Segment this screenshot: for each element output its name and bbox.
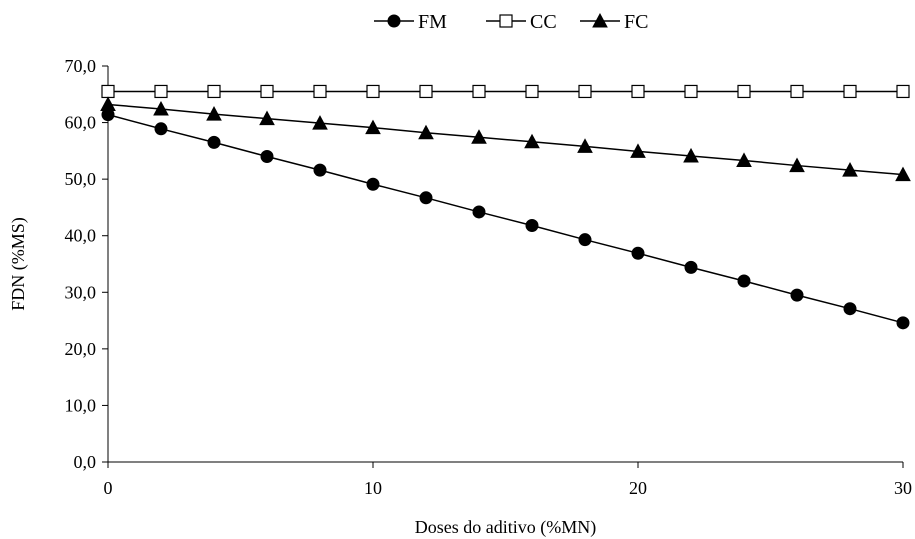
data-point-fc bbox=[100, 96, 116, 111]
data-point-fm bbox=[578, 233, 592, 247]
legend-item-cc: CC bbox=[486, 11, 557, 33]
data-point-fc bbox=[259, 110, 275, 126]
x-tick-label: 0 bbox=[104, 478, 113, 498]
y-tick-label: 40,0 bbox=[65, 226, 97, 246]
data-point-fc bbox=[736, 152, 752, 167]
data-point-cc bbox=[419, 84, 433, 99]
x-ticks: 0 10 20 30 bbox=[104, 462, 912, 498]
data-point-fc bbox=[683, 147, 699, 163]
y-tick-label: 20,0 bbox=[65, 339, 97, 359]
data-point-cc bbox=[578, 84, 592, 99]
x-tick-label: 30 bbox=[894, 478, 912, 498]
data-point-cc bbox=[631, 84, 645, 99]
legend-marker-fc bbox=[592, 12, 608, 28]
data-point-fm bbox=[154, 122, 168, 136]
data-point-cc bbox=[525, 84, 539, 99]
y-tick-label: 60,0 bbox=[65, 113, 97, 133]
data-point-fm bbox=[631, 246, 645, 260]
series-layer bbox=[100, 84, 911, 330]
data-point-fm bbox=[207, 135, 221, 149]
data-point-fm bbox=[472, 205, 486, 219]
data-point-fm bbox=[684, 260, 698, 274]
x-tick-label: 10 bbox=[364, 478, 382, 498]
data-point-fc bbox=[842, 162, 858, 177]
data-point-cc bbox=[472, 84, 486, 99]
data-point-cc bbox=[896, 84, 910, 99]
y-tick-label: 10,0 bbox=[65, 395, 97, 415]
y-tick-label: 0,0 bbox=[74, 452, 97, 472]
legend-item-fm: FM bbox=[374, 11, 447, 33]
data-point-fc bbox=[577, 138, 593, 153]
data-point-cc bbox=[737, 84, 751, 99]
legend-marker-fm bbox=[387, 14, 401, 28]
data-point-cc bbox=[207, 84, 221, 99]
legend-marker-cc bbox=[499, 14, 513, 28]
data-point-cc bbox=[366, 84, 380, 99]
legend-label-fm: FM bbox=[418, 11, 447, 33]
series-line-fm bbox=[107, 113, 904, 324]
data-point-fc bbox=[524, 133, 540, 149]
data-point-fm bbox=[790, 288, 804, 302]
legend-label-cc: CC bbox=[530, 11, 557, 33]
y-tick-label: 50,0 bbox=[65, 169, 97, 189]
y-axis-label: FDN (%MS) bbox=[8, 217, 29, 311]
legend: FM CC FC bbox=[374, 11, 648, 33]
data-point-fc bbox=[418, 124, 434, 140]
data-point-fm bbox=[419, 191, 433, 205]
data-point-fm bbox=[737, 274, 751, 288]
data-point-fc bbox=[206, 106, 222, 121]
x-tick-label: 20 bbox=[629, 478, 647, 498]
data-point-fm bbox=[896, 316, 910, 330]
legend-label-fc: FC bbox=[624, 11, 648, 33]
data-point-fc bbox=[630, 143, 646, 158]
data-point-fm bbox=[843, 302, 857, 316]
y-tick-label: 70,0 bbox=[65, 56, 97, 76]
data-point-fc bbox=[471, 129, 487, 144]
data-point-cc bbox=[684, 84, 698, 99]
series-cc bbox=[101, 84, 910, 99]
axes bbox=[107, 66, 903, 463]
data-point-cc bbox=[843, 84, 857, 99]
series-fc bbox=[100, 96, 911, 182]
series-fm bbox=[101, 108, 910, 330]
legend-item-fc: FC bbox=[580, 11, 648, 33]
data-point-fm bbox=[260, 150, 274, 164]
series-line-fc bbox=[107, 103, 904, 176]
data-point-fc bbox=[789, 157, 805, 173]
data-point-fm bbox=[525, 219, 539, 233]
data-point-cc bbox=[313, 84, 327, 99]
y-ticks: 0,0 10,0 20,0 30,0 40,0 50,0 60,0 70,0 bbox=[65, 56, 108, 472]
data-point-fc bbox=[365, 119, 381, 135]
data-point-fc bbox=[153, 100, 169, 116]
data-point-fm bbox=[366, 177, 380, 191]
data-point-cc bbox=[260, 84, 274, 99]
data-point-fc bbox=[312, 115, 328, 130]
data-point-cc bbox=[154, 84, 168, 99]
data-point-cc bbox=[101, 84, 115, 99]
data-point-cc bbox=[790, 84, 804, 99]
data-point-fc bbox=[895, 166, 911, 182]
data-point-fm bbox=[313, 163, 327, 177]
y-tick-label: 30,0 bbox=[65, 282, 97, 302]
x-axis-label: Doses do aditivo (%MN) bbox=[415, 517, 596, 538]
